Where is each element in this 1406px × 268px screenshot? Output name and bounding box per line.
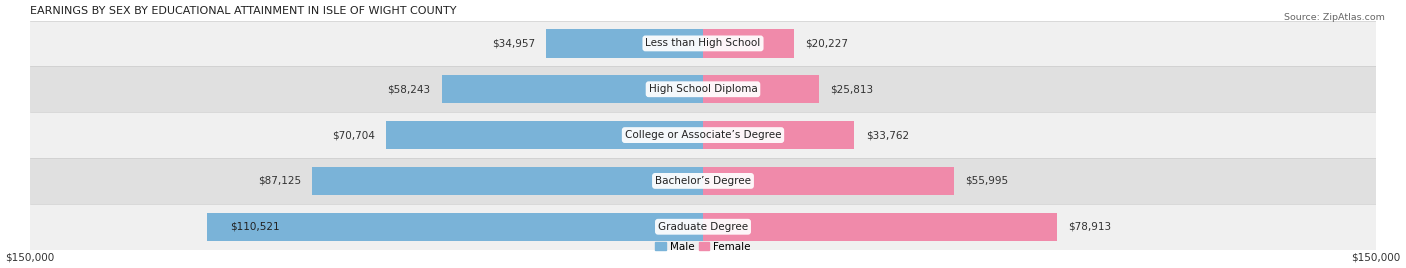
Text: $78,913: $78,913 [1069,222,1111,232]
Text: $110,521: $110,521 [229,222,280,232]
Text: $58,243: $58,243 [388,84,430,94]
Bar [312,167,703,195]
Bar [30,112,1376,158]
Bar [441,75,703,103]
Legend: Male, Female: Male, Female [651,238,755,256]
Text: Less than High School: Less than High School [645,38,761,49]
Bar [703,29,794,58]
Text: $70,704: $70,704 [332,130,374,140]
Text: $25,813: $25,813 [830,84,873,94]
Text: $33,762: $33,762 [866,130,908,140]
Bar [703,213,1057,241]
Text: High School Diploma: High School Diploma [648,84,758,94]
Text: $20,227: $20,227 [806,38,848,49]
Bar [703,167,955,195]
Bar [703,121,855,149]
Text: EARNINGS BY SEX BY EDUCATIONAL ATTAINMENT IN ISLE OF WIGHT COUNTY: EARNINGS BY SEX BY EDUCATIONAL ATTAINMEN… [30,6,457,16]
Bar [385,121,703,149]
Bar [546,29,703,58]
Bar [207,213,703,241]
Text: College or Associate’s Degree: College or Associate’s Degree [624,130,782,140]
Text: Graduate Degree: Graduate Degree [658,222,748,232]
Text: Source: ZipAtlas.com: Source: ZipAtlas.com [1284,13,1385,23]
Text: $55,995: $55,995 [966,176,1008,186]
Bar [30,20,1376,66]
Bar [30,66,1376,112]
Text: $34,957: $34,957 [492,38,536,49]
Text: $87,125: $87,125 [257,176,301,186]
Bar [30,158,1376,204]
Text: Bachelor’s Degree: Bachelor’s Degree [655,176,751,186]
Bar [703,75,818,103]
Bar [30,204,1376,250]
